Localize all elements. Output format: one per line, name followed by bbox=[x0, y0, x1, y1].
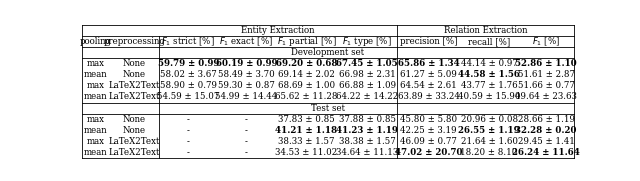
Text: 54.59 ± 15.07: 54.59 ± 15.07 bbox=[157, 92, 220, 102]
Text: $F_1$ strict [%]: $F_1$ strict [%] bbox=[161, 35, 215, 48]
Text: mean: mean bbox=[84, 92, 108, 102]
Text: None: None bbox=[123, 59, 146, 68]
Text: preprocessing: preprocessing bbox=[104, 37, 166, 46]
Text: 44.58 ± 1.56: 44.58 ± 1.56 bbox=[458, 70, 520, 79]
Text: 49.64 ± 23.63: 49.64 ± 23.63 bbox=[515, 92, 577, 102]
Text: 47.02 ± 20.70: 47.02 ± 20.70 bbox=[395, 148, 462, 157]
Text: None: None bbox=[123, 126, 146, 135]
Text: LaTeX2Text: LaTeX2Text bbox=[109, 92, 160, 102]
Text: -: - bbox=[187, 137, 190, 146]
Text: Entity Extraction: Entity Extraction bbox=[241, 26, 315, 35]
Text: 65.86 ± 1.34: 65.86 ± 1.34 bbox=[397, 59, 460, 68]
Text: mean: mean bbox=[84, 126, 108, 135]
Text: 59.30 ± 0.87: 59.30 ± 0.87 bbox=[218, 81, 275, 90]
Text: max: max bbox=[87, 115, 105, 124]
Text: Test set: Test set bbox=[311, 104, 345, 113]
Text: 52.86 ± 1.10: 52.86 ± 1.10 bbox=[515, 59, 577, 68]
Text: max: max bbox=[87, 59, 105, 68]
Text: LaTeX2Text: LaTeX2Text bbox=[109, 148, 160, 157]
Text: Development set: Development set bbox=[291, 48, 365, 57]
Text: 67.45 ± 1.05: 67.45 ± 1.05 bbox=[337, 59, 398, 68]
Text: 42.25 ± 3.19: 42.25 ± 3.19 bbox=[400, 126, 457, 135]
Text: 54.99 ± 14.44: 54.99 ± 14.44 bbox=[215, 92, 278, 102]
Text: 61.27 ± 5.09: 61.27 ± 5.09 bbox=[400, 70, 457, 79]
Text: -: - bbox=[187, 148, 190, 157]
Text: 45.80 ± 5.80: 45.80 ± 5.80 bbox=[400, 115, 457, 124]
Text: -: - bbox=[245, 137, 248, 146]
Text: $F_1$ type [%]: $F_1$ type [%] bbox=[342, 35, 392, 48]
Text: 37.83 ± 0.85: 37.83 ± 0.85 bbox=[278, 115, 335, 124]
Text: 51.61 ± 2.87: 51.61 ± 2.87 bbox=[518, 70, 575, 79]
Text: precision [%]: precision [%] bbox=[400, 37, 457, 46]
Text: 58.02 ± 3.67: 58.02 ± 3.67 bbox=[160, 70, 217, 79]
Text: None: None bbox=[123, 70, 146, 79]
Text: 28.66 ± 1.19: 28.66 ± 1.19 bbox=[518, 115, 575, 124]
Text: 18.20 ± 8.10: 18.20 ± 8.10 bbox=[460, 148, 518, 157]
Text: 38.33 ± 1.57: 38.33 ± 1.57 bbox=[278, 137, 335, 146]
Text: 29.45 ± 1.41: 29.45 ± 1.41 bbox=[518, 137, 575, 146]
Text: 34.64 ± 11.13: 34.64 ± 11.13 bbox=[336, 148, 398, 157]
Text: $F_1$ [%]: $F_1$ [%] bbox=[532, 35, 560, 48]
Text: -: - bbox=[245, 126, 248, 135]
Text: 66.98 ± 2.31: 66.98 ± 2.31 bbox=[339, 70, 396, 79]
Text: None: None bbox=[123, 115, 146, 124]
Text: 69.20 ± 0.68: 69.20 ± 0.68 bbox=[276, 59, 337, 68]
Text: 26.55 ± 1.19: 26.55 ± 1.19 bbox=[458, 126, 520, 135]
Text: $F_1$ partial [%]: $F_1$ partial [%] bbox=[276, 35, 337, 48]
Text: mean: mean bbox=[84, 148, 108, 157]
Text: 60.19 ± 0.99: 60.19 ± 0.99 bbox=[216, 59, 277, 68]
Text: pooling: pooling bbox=[80, 37, 112, 46]
Text: -: - bbox=[187, 115, 190, 124]
Text: 64.54 ± 2.61: 64.54 ± 2.61 bbox=[400, 81, 457, 90]
Text: 65.62 ± 11.28: 65.62 ± 11.28 bbox=[275, 92, 338, 102]
Text: 64.22 ± 14.22: 64.22 ± 14.22 bbox=[336, 92, 398, 102]
Text: max: max bbox=[87, 137, 105, 146]
Text: 21.64 ± 1.60: 21.64 ± 1.60 bbox=[461, 137, 518, 146]
Text: 32.28 ± 0.20: 32.28 ± 0.20 bbox=[515, 126, 577, 135]
Text: 44.14 ± 0.97: 44.14 ± 0.97 bbox=[461, 59, 518, 68]
Text: 41.23 ± 1.19: 41.23 ± 1.19 bbox=[336, 126, 398, 135]
Text: recall [%]: recall [%] bbox=[468, 37, 510, 46]
Text: 26.24 ± 11.64: 26.24 ± 11.64 bbox=[512, 148, 580, 157]
Text: 43.77 ± 1.76: 43.77 ± 1.76 bbox=[461, 81, 518, 90]
Text: -: - bbox=[245, 115, 248, 124]
Text: 20.96 ± 0.08: 20.96 ± 0.08 bbox=[461, 115, 518, 124]
Text: 41.21 ± 1.18: 41.21 ± 1.18 bbox=[275, 126, 337, 135]
Text: max: max bbox=[87, 81, 105, 90]
Text: 40.59 ± 15.90: 40.59 ± 15.90 bbox=[458, 92, 520, 102]
Text: 51.66 ± 0.77: 51.66 ± 0.77 bbox=[518, 81, 575, 90]
Text: -: - bbox=[245, 148, 248, 157]
Text: 63.89 ± 33.24: 63.89 ± 33.24 bbox=[397, 92, 460, 102]
Text: 37.88 ± 0.85: 37.88 ± 0.85 bbox=[339, 115, 396, 124]
Text: 34.53 ± 11.02: 34.53 ± 11.02 bbox=[275, 148, 338, 157]
Text: 66.88 ± 1.09: 66.88 ± 1.09 bbox=[339, 81, 396, 90]
Text: 38.38 ± 1.57: 38.38 ± 1.57 bbox=[339, 137, 396, 146]
Text: 69.14 ± 2.02: 69.14 ± 2.02 bbox=[278, 70, 335, 79]
Text: 59.79 ± 0.99: 59.79 ± 0.99 bbox=[157, 59, 219, 68]
Text: LaTeX2Text: LaTeX2Text bbox=[109, 137, 160, 146]
Text: 58.49 ± 3.70: 58.49 ± 3.70 bbox=[218, 70, 275, 79]
Text: 46.09 ± 0.77: 46.09 ± 0.77 bbox=[400, 137, 457, 146]
Text: -: - bbox=[187, 126, 190, 135]
Text: mean: mean bbox=[84, 70, 108, 79]
Text: LaTeX2Text: LaTeX2Text bbox=[109, 81, 160, 90]
Text: $F_1$ exact [%]: $F_1$ exact [%] bbox=[220, 35, 273, 48]
Text: 68.69 ± 1.00: 68.69 ± 1.00 bbox=[278, 81, 335, 90]
Text: Relation Extraction: Relation Extraction bbox=[444, 26, 527, 35]
Text: 58.90 ± 0.79: 58.90 ± 0.79 bbox=[160, 81, 217, 90]
